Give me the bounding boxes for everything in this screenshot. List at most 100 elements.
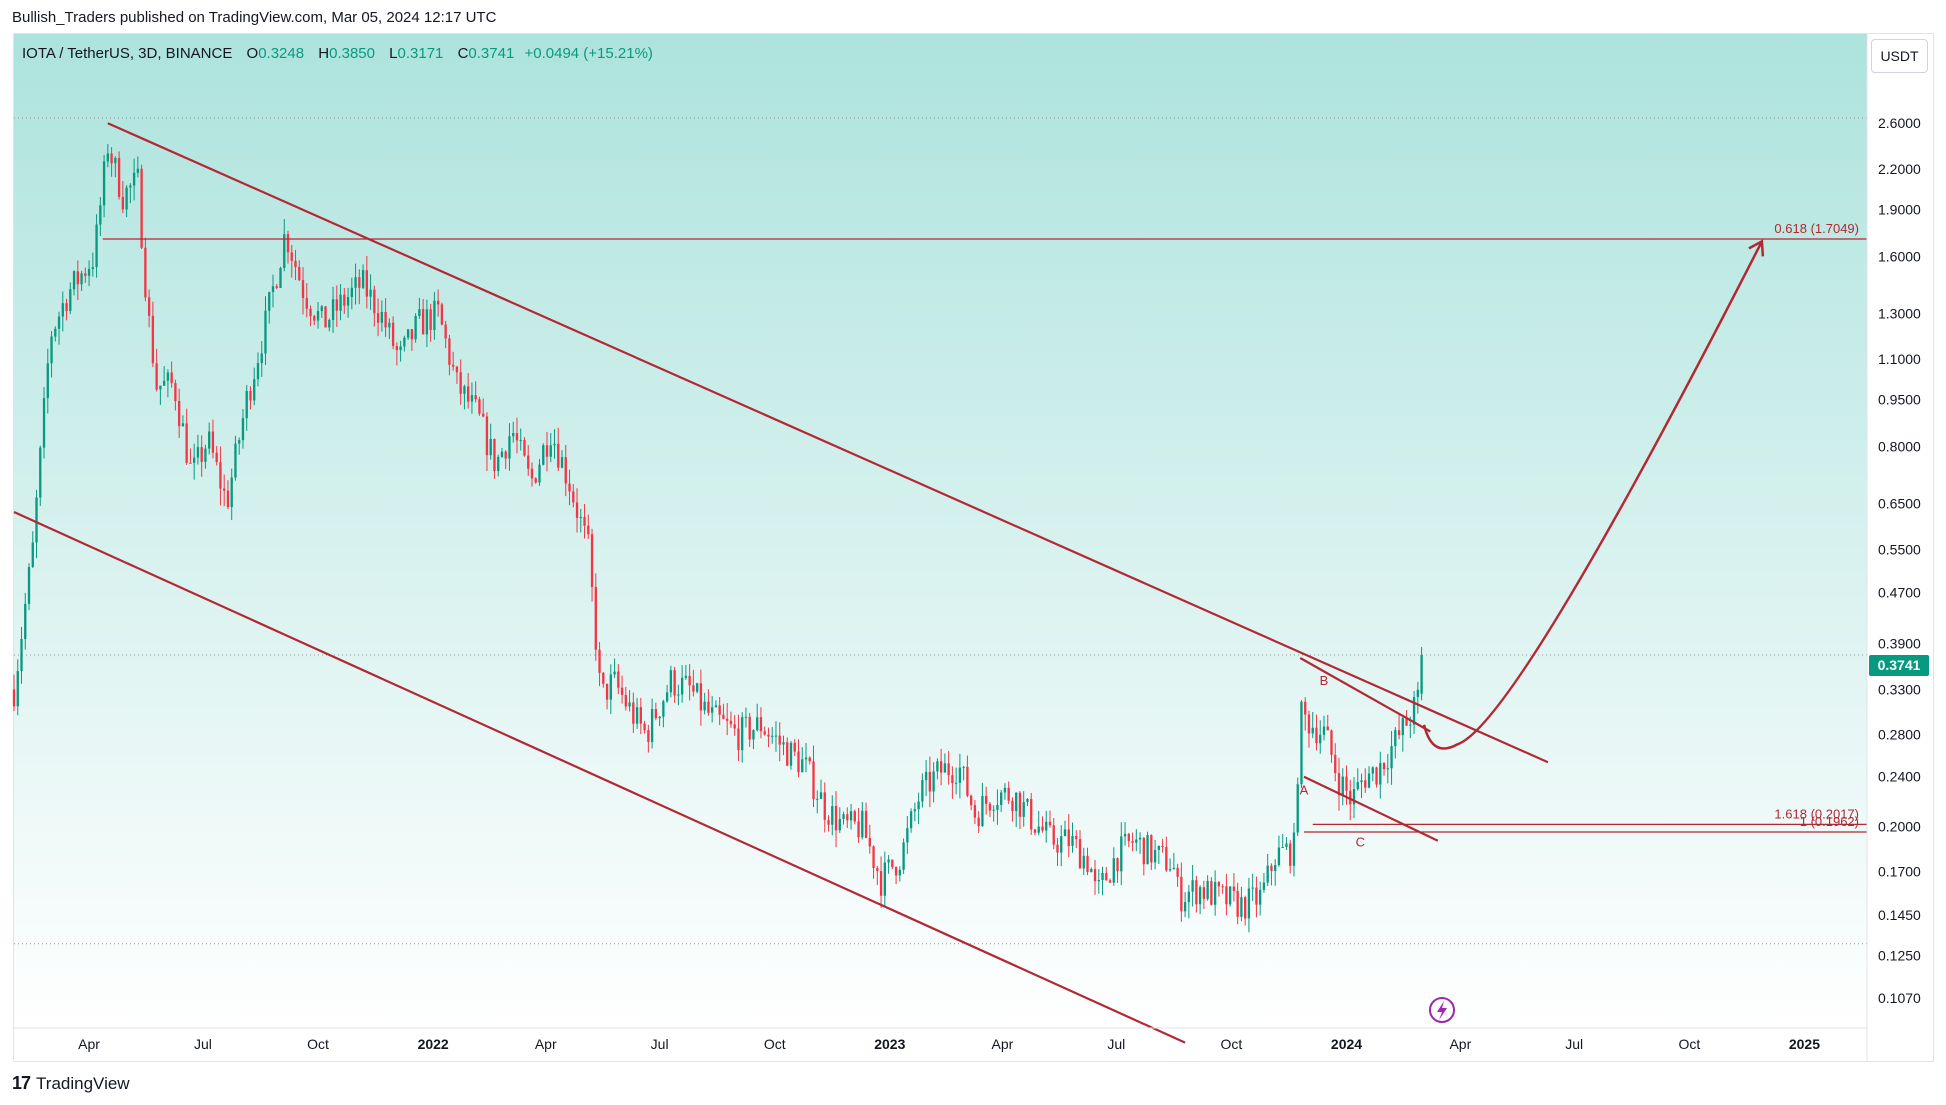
candle-body [564, 457, 567, 484]
candle-body [1420, 654, 1423, 694]
trendline-channel-upper[interactable] [107, 122, 1549, 764]
y-tick-label: 2.2000 [1878, 161, 1921, 177]
candle-body [1075, 835, 1078, 840]
candle-body [793, 742, 796, 752]
y-tick-label: 0.9500 [1878, 391, 1921, 407]
candle-body [1277, 847, 1281, 866]
candle-body [320, 306, 323, 312]
candle-body [1247, 888, 1251, 919]
candle-body [313, 316, 316, 321]
candle-body [399, 346, 402, 351]
symbol-name[interactable]: IOTA / TetherUS, 3D, BINANCE [22, 45, 233, 62]
candle-body [707, 701, 710, 713]
candle-body [1379, 763, 1382, 785]
candle-body [87, 268, 91, 276]
candle-body [1153, 849, 1157, 863]
candle-body [864, 810, 868, 838]
candle-body [478, 399, 481, 414]
candle-body [95, 224, 98, 268]
candle-body [1176, 867, 1179, 877]
candle-body [1364, 780, 1367, 788]
candle-body [185, 423, 188, 463]
candle-body [493, 438, 496, 471]
trendline-wedge-upper[interactable] [1299, 657, 1431, 733]
candle-body [264, 310, 267, 354]
candle-body [883, 862, 886, 896]
candle-body [106, 153, 110, 162]
candle-body [692, 685, 695, 692]
candle-body [268, 292, 271, 311]
candle-body [617, 671, 620, 688]
candle-body [1221, 886, 1224, 888]
candle-body [193, 457, 196, 463]
candle-body [1172, 867, 1176, 870]
trendline-wedge-lower[interactable] [1303, 775, 1439, 842]
candle-body [523, 439, 526, 456]
candle-body [1356, 782, 1359, 790]
low-label: L [389, 45, 398, 62]
candle-body [710, 707, 714, 713]
candle-body [395, 346, 399, 351]
y-tick-label: 1.9000 [1878, 201, 1921, 217]
lightning-icon[interactable] [1429, 997, 1455, 1023]
candle-body [286, 234, 290, 253]
candle-body [1416, 689, 1419, 698]
candle-body [155, 363, 158, 390]
candle-body [849, 811, 853, 821]
candle-body [954, 782, 958, 784]
tradingview-logo[interactable]: 17 TradingView [12, 1073, 130, 1094]
candle-body [572, 491, 575, 503]
candle-body [590, 534, 594, 587]
candle-body [309, 308, 312, 317]
projection-curve[interactable] [1422, 240, 1764, 750]
y-tick-label: 0.1070 [1878, 990, 1921, 1006]
candle-body [812, 761, 815, 800]
candle-body [973, 805, 977, 818]
high-value: 0.3850 [329, 45, 375, 62]
tradingview-logo-icon: 17 [12, 1073, 31, 1093]
candle-body [324, 306, 327, 328]
candle-body [992, 809, 995, 811]
candle-body [279, 268, 282, 288]
candle-body [936, 761, 939, 772]
candle-body [1011, 800, 1014, 812]
publisher-line: Bullish_Traders published on TradingView… [12, 9, 497, 26]
candle-body [12, 689, 16, 707]
close-value: 0.3741 [468, 45, 515, 62]
currency-button[interactable]: USDT [1871, 39, 1928, 73]
candle-body [985, 796, 988, 804]
candle-body [418, 309, 421, 316]
candle-body [1033, 829, 1037, 833]
candle-body [861, 810, 864, 838]
candle-body [1360, 780, 1363, 783]
candle-body [455, 366, 459, 373]
candle-body [223, 488, 226, 491]
candle-body [680, 677, 684, 695]
trendline-channel-lower[interactable] [13, 511, 1186, 1044]
candle-body [121, 196, 125, 210]
candle-body [1296, 784, 1299, 833]
candle-body [448, 338, 451, 365]
candle-body [947, 763, 950, 776]
candle-body [1285, 843, 1288, 848]
candle-body [658, 716, 661, 719]
candle-body [602, 672, 605, 684]
candle-body [650, 709, 654, 742]
candle-body [643, 723, 646, 731]
candle-body [42, 398, 46, 448]
candle-body [230, 477, 233, 508]
candle-body [1394, 730, 1397, 747]
change-value: +0.0494 (+15.21%) [524, 45, 653, 62]
candle-body [816, 798, 819, 800]
candle-body [316, 311, 320, 321]
candle-body [1289, 843, 1292, 866]
candle-body [726, 718, 729, 721]
candle-body [1090, 869, 1093, 873]
low-value: 0.3171 [397, 45, 444, 62]
candle-body [170, 372, 173, 384]
candle-body [1078, 839, 1082, 869]
candle-body [208, 431, 211, 449]
candle-body [542, 445, 545, 465]
candle-body [91, 267, 94, 269]
